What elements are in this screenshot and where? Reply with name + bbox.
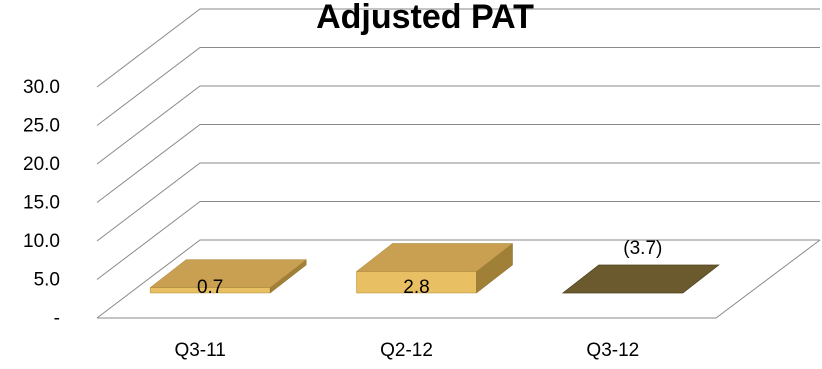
y-tick-label: 20.0 bbox=[23, 154, 60, 175]
x-tick-label: Q3-12 bbox=[586, 340, 639, 361]
data-label: 0.7 bbox=[197, 277, 223, 298]
gridline bbox=[96, 162, 820, 242]
labels: - 5.0 10.0 15.0 20.0 25.0 30.0 0.7 Q3-11 2.8 Q2-12… bbox=[23, 77, 662, 361]
data-label: (3.7) bbox=[623, 238, 662, 259]
data-label: 2.8 bbox=[403, 277, 429, 298]
bars bbox=[149, 242, 720, 294]
y-tick-label: 15.0 bbox=[23, 193, 60, 214]
y-tick-label: 10.0 bbox=[23, 231, 60, 252]
gridline bbox=[96, 201, 820, 280]
gridlines bbox=[96, 8, 821, 319]
bar-top-negative bbox=[561, 264, 720, 294]
y-tick-label: 25.0 bbox=[23, 116, 60, 137]
gridline bbox=[96, 124, 820, 203]
x-tick-label: Q3-11 bbox=[174, 340, 225, 361]
floor-edge bbox=[97, 239, 821, 319]
chart-title: Adjusted PAT bbox=[316, 0, 534, 36]
bar-top bbox=[149, 259, 307, 288]
gridline bbox=[96, 8, 820, 88]
gridline bbox=[96, 239, 820, 319]
y-tick-label: 30.0 bbox=[23, 77, 60, 98]
gridline bbox=[96, 47, 820, 126]
gridline bbox=[96, 85, 820, 165]
x-tick-label: Q2-12 bbox=[380, 340, 433, 361]
y-tick-label: 5.0 bbox=[34, 270, 60, 291]
y-tick-label: - bbox=[54, 308, 60, 329]
bar-top bbox=[355, 243, 514, 272]
